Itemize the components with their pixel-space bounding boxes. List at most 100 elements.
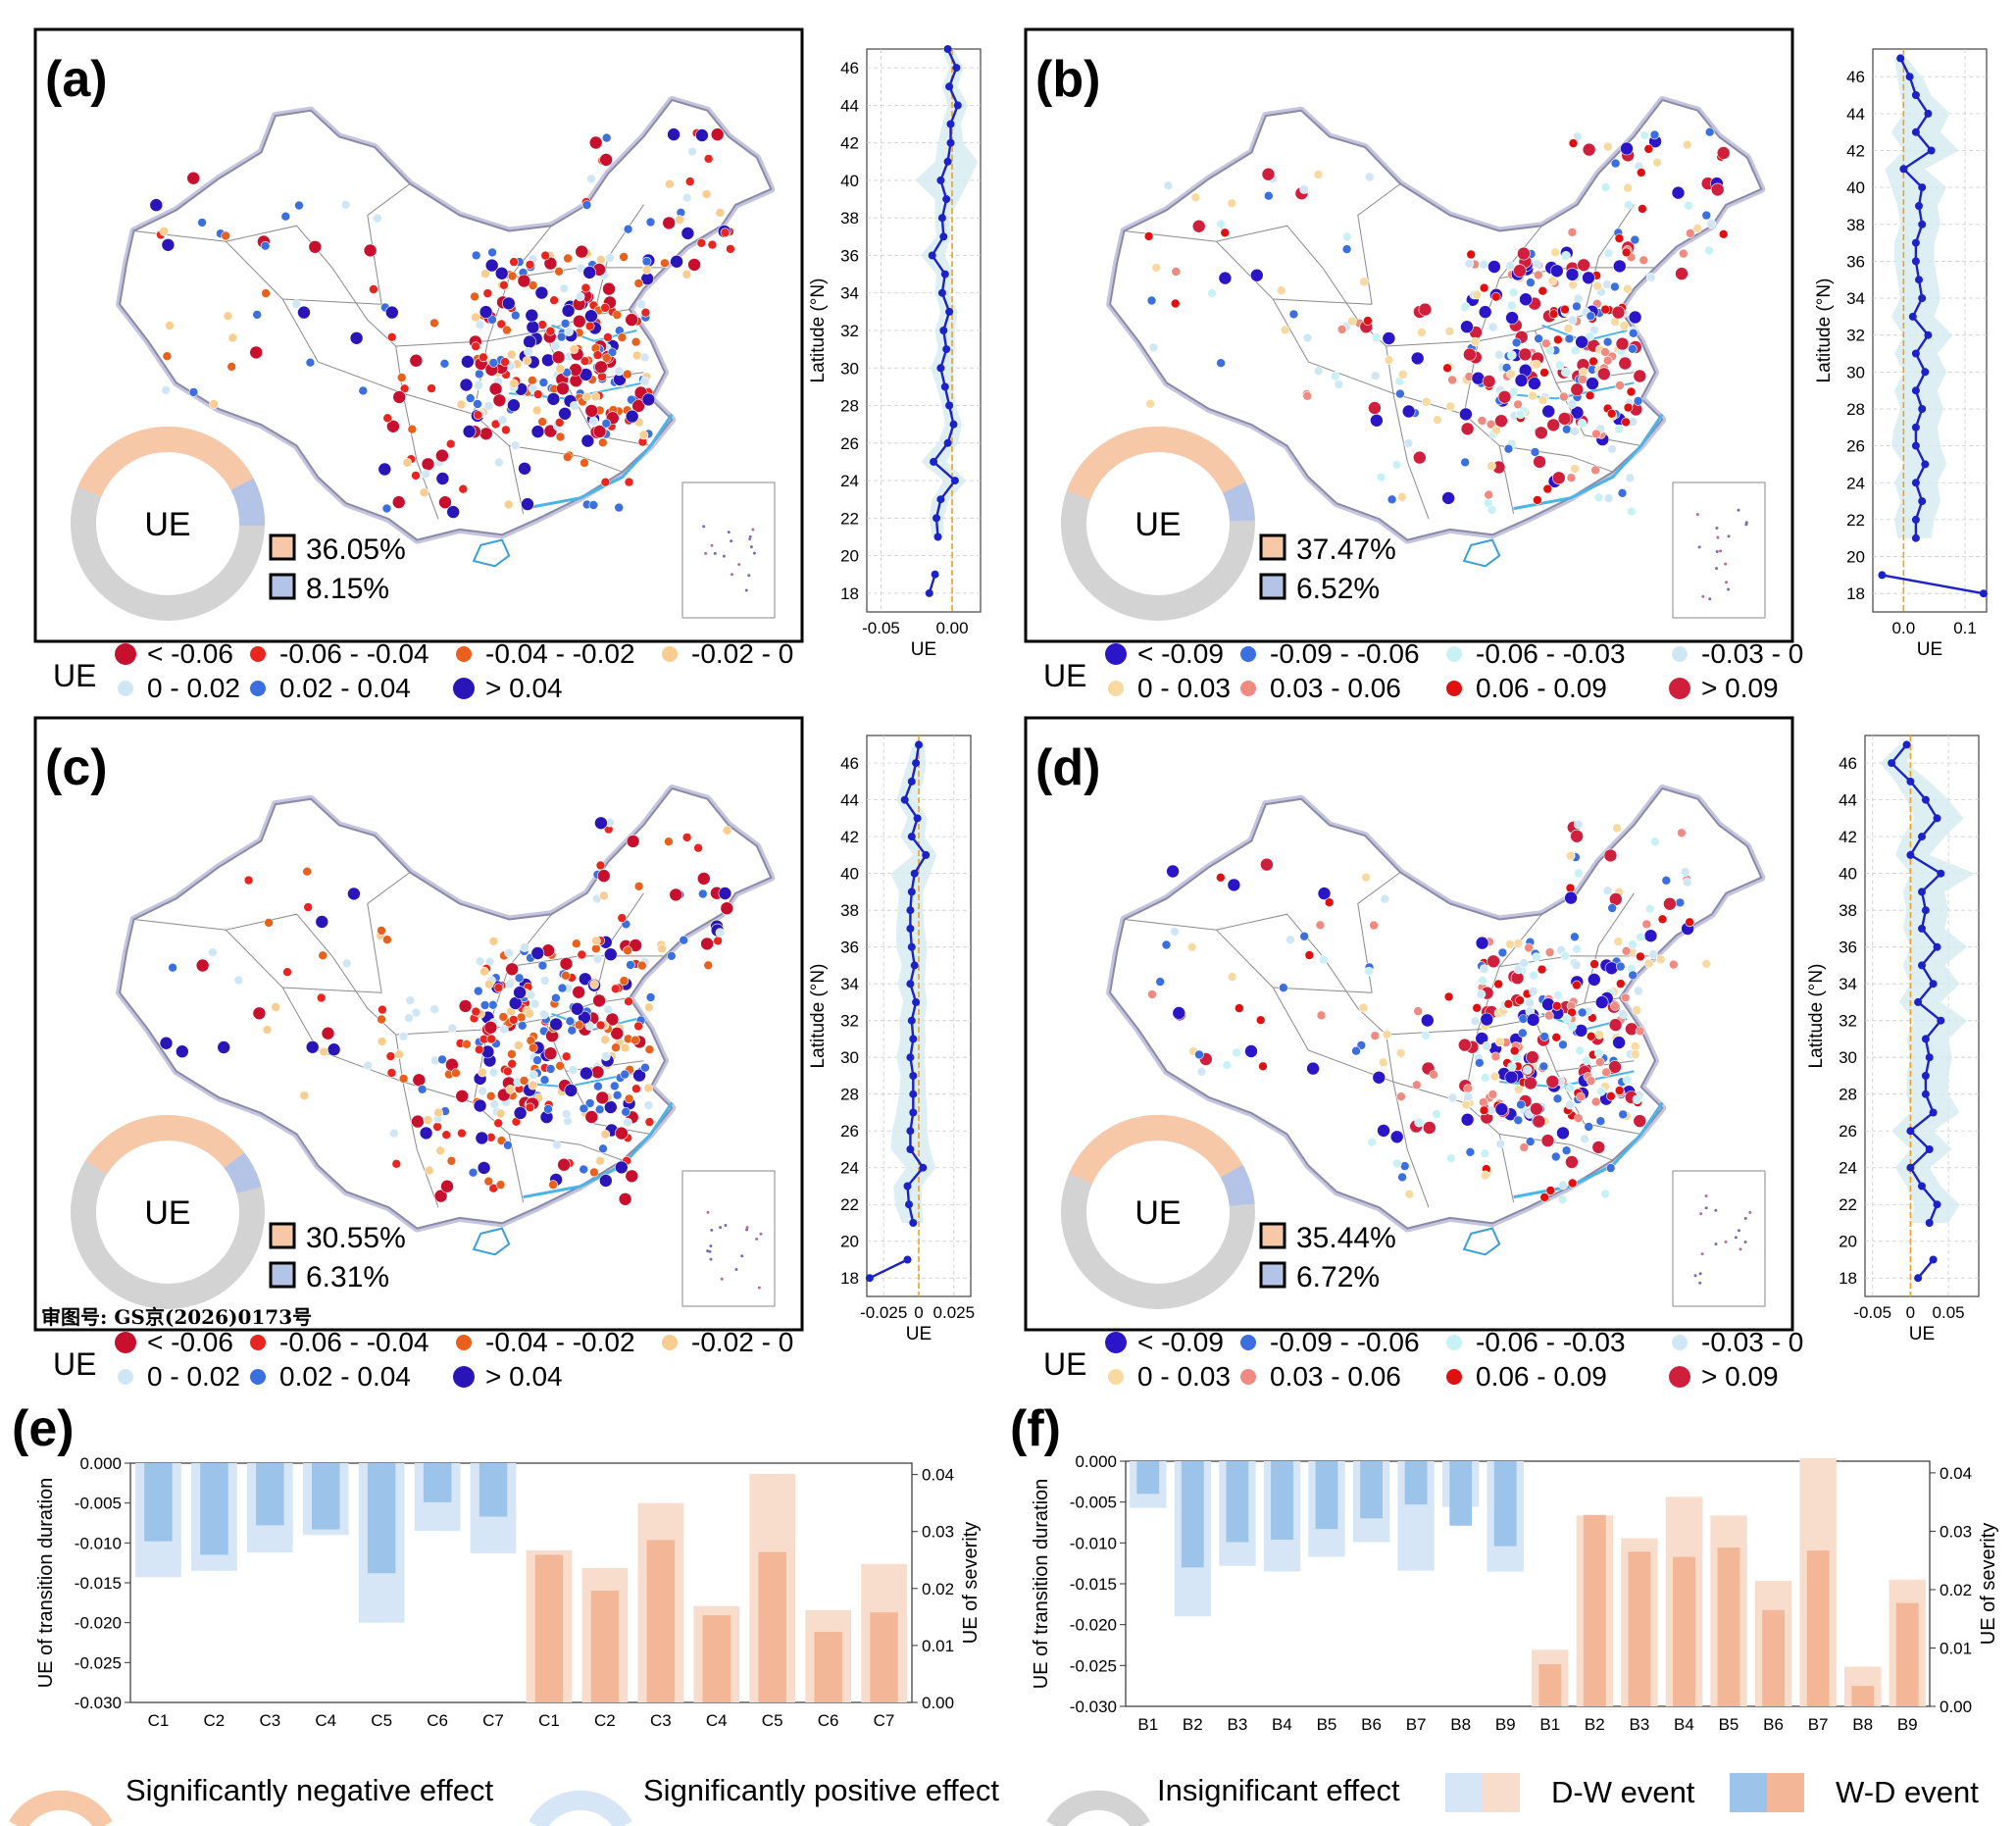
station-dot xyxy=(377,1014,386,1025)
bar xyxy=(1851,1686,1875,1706)
station-dot xyxy=(530,946,545,960)
ue-point xyxy=(1937,869,1945,878)
province-border xyxy=(1386,1029,1479,1036)
station-dot xyxy=(631,350,642,361)
ue-point xyxy=(1906,1127,1915,1136)
station-dot xyxy=(1460,422,1475,436)
station-dot xyxy=(1264,190,1274,201)
station-dot xyxy=(586,174,596,184)
station-dot xyxy=(411,1007,422,1018)
x-tick-label: -0.025 xyxy=(860,1303,907,1322)
station-dot xyxy=(1384,355,1394,366)
station-dot xyxy=(1603,248,1614,259)
station-dot xyxy=(1550,264,1564,279)
inset-island xyxy=(1715,567,1719,571)
ue-point xyxy=(906,924,915,933)
station-dot xyxy=(358,385,369,396)
ue-point xyxy=(939,232,948,241)
legend-dot xyxy=(1105,643,1127,665)
donut-center-label: UE xyxy=(1134,506,1181,543)
station-dot xyxy=(252,1006,267,1021)
station-dot xyxy=(1377,1124,1390,1138)
ue-point xyxy=(1921,1072,1930,1080)
station-dot xyxy=(297,305,311,320)
station-dot xyxy=(1417,328,1427,337)
x-axis-label: UE xyxy=(906,1324,932,1344)
station-dot xyxy=(548,1180,558,1190)
ue-point xyxy=(932,514,940,523)
ue-point xyxy=(1933,942,1941,951)
station-dot xyxy=(1630,1041,1640,1051)
station-dot xyxy=(1299,931,1309,941)
ue-point xyxy=(928,251,936,260)
inset-island xyxy=(1743,1216,1747,1220)
station-dot xyxy=(1632,1005,1641,1015)
station-dot xyxy=(363,243,378,258)
station-dot xyxy=(1610,158,1621,169)
station-dot xyxy=(1302,390,1312,401)
station-dot xyxy=(617,332,628,342)
legend-label: -0.06 - -0.04 xyxy=(279,1327,429,1357)
station-dot xyxy=(1567,1007,1577,1018)
station-dot xyxy=(1710,182,1725,197)
ue-point xyxy=(906,1053,915,1062)
hainan-island xyxy=(1462,1227,1501,1256)
station-dot xyxy=(1545,1075,1560,1089)
station-dot xyxy=(517,274,531,288)
station-dot xyxy=(1661,875,1672,886)
inset-island xyxy=(752,551,756,555)
station-dot xyxy=(695,128,709,142)
station-dot xyxy=(347,887,361,901)
station-dot xyxy=(1401,404,1416,419)
station-dot xyxy=(1618,1009,1629,1019)
station-dot xyxy=(1547,276,1558,286)
ue-point xyxy=(1911,479,1920,487)
station-dot xyxy=(684,177,695,186)
station-dot xyxy=(243,875,254,886)
station-dot xyxy=(564,327,574,337)
inset-island xyxy=(740,1254,744,1258)
ue-point xyxy=(1906,777,1915,786)
bar xyxy=(1226,1461,1249,1543)
station-dot xyxy=(562,452,573,462)
y-tick-label: -0.030 xyxy=(1070,1698,1117,1716)
station-dot xyxy=(1565,268,1580,281)
station-dot xyxy=(484,258,499,273)
station-dot xyxy=(473,399,482,409)
inset-island xyxy=(730,539,733,543)
station-dot xyxy=(590,391,601,402)
station-dot xyxy=(1633,1114,1647,1128)
inset-islands xyxy=(702,525,756,592)
station-dot xyxy=(1559,391,1569,402)
station-dot xyxy=(526,989,536,1000)
station-dot xyxy=(1442,363,1452,374)
latitude-profile-(b): 18 20 22 24 26 28 30 32 34 36 38 40 42 44 46 0.0 0.1 UE La… xyxy=(1814,48,1988,660)
station-dot xyxy=(1552,1001,1562,1011)
ue-point xyxy=(1911,515,1920,524)
station-dot xyxy=(525,308,539,323)
station-dot xyxy=(1476,989,1487,999)
station-dot xyxy=(1588,356,1598,367)
station-dot xyxy=(507,1059,518,1069)
inset-island xyxy=(1734,1236,1738,1240)
station-dot xyxy=(1546,418,1560,432)
station-dot xyxy=(1573,293,1584,304)
station-dot xyxy=(605,253,615,263)
station-dot xyxy=(433,1189,448,1203)
station-dot xyxy=(557,1157,571,1172)
station-dot xyxy=(581,200,592,210)
station-dot xyxy=(1482,375,1496,388)
station-dot xyxy=(377,926,386,936)
station-dot xyxy=(262,1025,273,1035)
legend-dot xyxy=(1672,646,1688,662)
legend-negative-label: Significantly negative effect xyxy=(126,1773,493,1807)
station-dot xyxy=(1613,259,1627,274)
station-dot xyxy=(384,305,399,320)
inset-island xyxy=(702,525,706,529)
station-dot xyxy=(554,266,564,277)
station-dot xyxy=(660,258,670,269)
ue-point xyxy=(953,101,962,110)
bar xyxy=(646,1540,676,1702)
station-dot xyxy=(1497,389,1512,404)
station-dot xyxy=(458,999,473,1013)
